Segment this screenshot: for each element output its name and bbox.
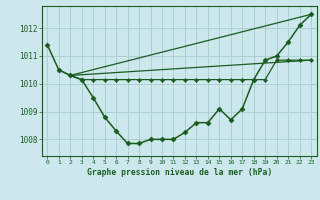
- X-axis label: Graphe pression niveau de la mer (hPa): Graphe pression niveau de la mer (hPa): [87, 168, 272, 177]
